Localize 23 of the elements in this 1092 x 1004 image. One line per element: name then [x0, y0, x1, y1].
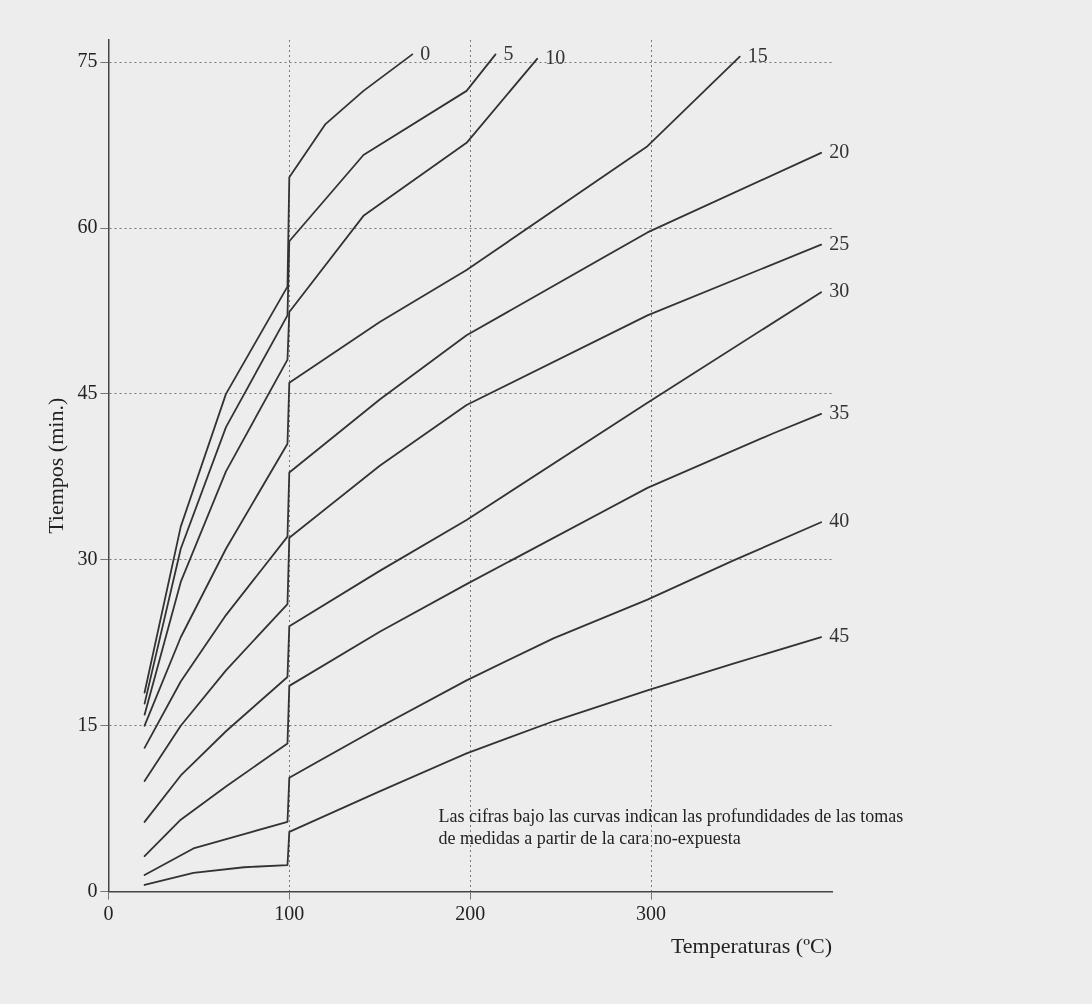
- series-label: 25: [829, 231, 850, 254]
- series-label: 45: [829, 624, 850, 647]
- series-label: 15: [747, 43, 768, 66]
- series-label: 0: [420, 41, 431, 64]
- series-label: 10: [545, 46, 566, 69]
- y-axis-title: Tiempos (min.): [42, 397, 68, 534]
- x-tick-label: 100: [274, 901, 305, 924]
- series-label: 5: [503, 41, 514, 64]
- x-axis-title: Temperaturas (ºC): [670, 932, 832, 958]
- x-tick-label: 0: [103, 901, 114, 924]
- y-tick-label: 75: [77, 49, 98, 72]
- y-tick-label: 15: [77, 712, 98, 735]
- x-tick-label: 300: [636, 901, 667, 924]
- series-label: 40: [829, 509, 850, 532]
- y-tick-label: 0: [87, 878, 98, 901]
- y-tick-label: 30: [77, 547, 98, 570]
- y-tick-label: 45: [77, 381, 98, 404]
- series-label: 35: [829, 401, 850, 424]
- y-tick-label: 60: [77, 215, 98, 238]
- x-tick-label: 200: [455, 901, 486, 924]
- series-label: 30: [829, 279, 850, 302]
- series-label: 20: [829, 140, 850, 163]
- annotation: Las cifras bajo las curvas indican las profundidades de las tomas de medidas a partir de la cara no-expuesta: [438, 805, 904, 848]
